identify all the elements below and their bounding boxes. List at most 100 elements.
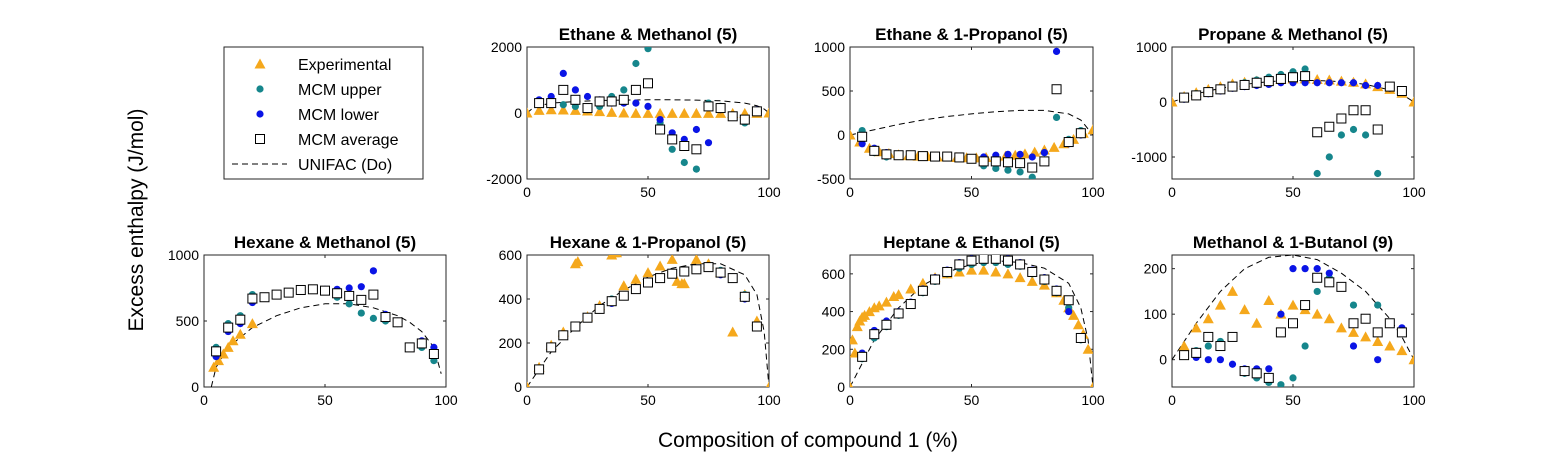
upper-point	[1004, 166, 1012, 174]
lower-point	[692, 125, 701, 134]
avg-point	[1039, 274, 1050, 285]
avg-point	[1288, 318, 1298, 329]
exp-point	[873, 300, 885, 311]
y-tick-label: 0	[1159, 94, 1167, 110]
avg-point	[751, 321, 762, 332]
avg-point	[954, 259, 965, 270]
exp-point	[642, 267, 654, 278]
avg-point	[392, 317, 403, 328]
avg-point	[404, 342, 415, 353]
avg-point	[618, 94, 629, 105]
avg-point	[1063, 137, 1074, 148]
avg-point	[1348, 318, 1359, 329]
x-tick-label: 0	[200, 392, 208, 408]
avg-point	[727, 273, 738, 284]
upper-point	[692, 165, 701, 173]
x-tick-label: 100	[1402, 184, 1426, 200]
exp-point	[1287, 299, 1299, 310]
legend-exp-marker	[254, 58, 266, 69]
exp-point	[727, 326, 739, 337]
avg-point	[857, 351, 868, 362]
exp-point	[990, 266, 1002, 277]
avg-point	[283, 287, 294, 298]
upper-point	[1028, 173, 1036, 179]
upper-point	[644, 47, 652, 53]
avg-point	[223, 322, 234, 333]
y-tick-label: 1000	[168, 247, 199, 263]
y-tick-label: -2000	[486, 171, 522, 187]
avg-point	[1384, 318, 1395, 329]
x-tick-label: 50	[640, 392, 656, 408]
exp-point	[572, 256, 584, 267]
exp-point	[642, 107, 654, 118]
avg-point	[558, 330, 569, 341]
plot-frame	[1171, 46, 1415, 180]
lower-point	[1040, 149, 1048, 157]
x-tick-label: 100	[1081, 392, 1105, 408]
lower-point	[1325, 79, 1333, 87]
upper-point	[1313, 169, 1321, 178]
upper-point	[668, 145, 676, 153]
panel-7: Methanol & 1-Butanol (9) 0 50 100 0 100 200	[1144, 233, 1426, 408]
exp-point	[893, 289, 905, 300]
avg-point	[667, 134, 678, 145]
avg-point	[739, 114, 750, 125]
exp-point	[1214, 299, 1226, 310]
avg-point	[990, 255, 1001, 264]
lower-point	[1228, 360, 1237, 368]
upper-point	[1289, 374, 1297, 382]
avg-point	[416, 338, 427, 349]
legend-entry-upper: MCM upper	[256, 82, 382, 99]
lower-point	[1313, 265, 1321, 273]
avg-point	[1179, 350, 1190, 361]
lower-point	[644, 102, 652, 110]
x-tick-label: 50	[1285, 392, 1301, 408]
avg-point	[570, 94, 581, 105]
avg-point	[1300, 71, 1311, 82]
y-tick-label: 400	[499, 291, 523, 307]
panel-title: Heptane & Ethanol (5)	[883, 233, 1060, 252]
avg-point	[295, 284, 306, 295]
lower-point	[1204, 356, 1212, 364]
exp-point	[1408, 354, 1414, 365]
avg-point	[751, 106, 762, 117]
upper-point	[1204, 342, 1212, 350]
avg-point	[1239, 79, 1250, 90]
y-tick-label: 600	[822, 266, 846, 282]
avg-point	[594, 303, 605, 314]
y-tick-label: -500	[817, 171, 845, 187]
avg-point	[1263, 76, 1274, 87]
exp-point	[1360, 331, 1372, 342]
avg-point	[1372, 327, 1383, 338]
avg-point	[869, 329, 880, 340]
exp-point	[1348, 326, 1359, 337]
avg-point	[857, 131, 868, 142]
avg-point	[966, 153, 977, 164]
lower-point	[1301, 265, 1309, 273]
upper-point	[369, 314, 377, 322]
avg-point	[1179, 92, 1190, 103]
data-layer	[1172, 255, 1414, 387]
avg-point	[869, 145, 880, 156]
avg-point	[1384, 81, 1395, 92]
panel-title: Ethane & 1-Propanol (5)	[875, 25, 1068, 44]
lower-point	[1016, 150, 1024, 158]
legend-label: MCM lower	[298, 107, 380, 124]
data-layer	[850, 47, 1093, 179]
exp-point	[557, 104, 569, 115]
y-tick-label: 600	[499, 247, 523, 263]
avg-point	[1227, 331, 1238, 342]
unifac-curve	[850, 109, 1093, 136]
avg-point	[259, 292, 270, 303]
exp-point	[917, 277, 929, 288]
x-tick-label: 0	[846, 184, 854, 200]
exp-point	[527, 107, 533, 118]
avg-point	[534, 98, 545, 109]
avg-point	[679, 141, 690, 151]
exp-point	[611, 255, 623, 258]
avg-point	[582, 103, 593, 114]
y-tick-label: 400	[822, 304, 846, 320]
upper-point	[620, 86, 628, 94]
